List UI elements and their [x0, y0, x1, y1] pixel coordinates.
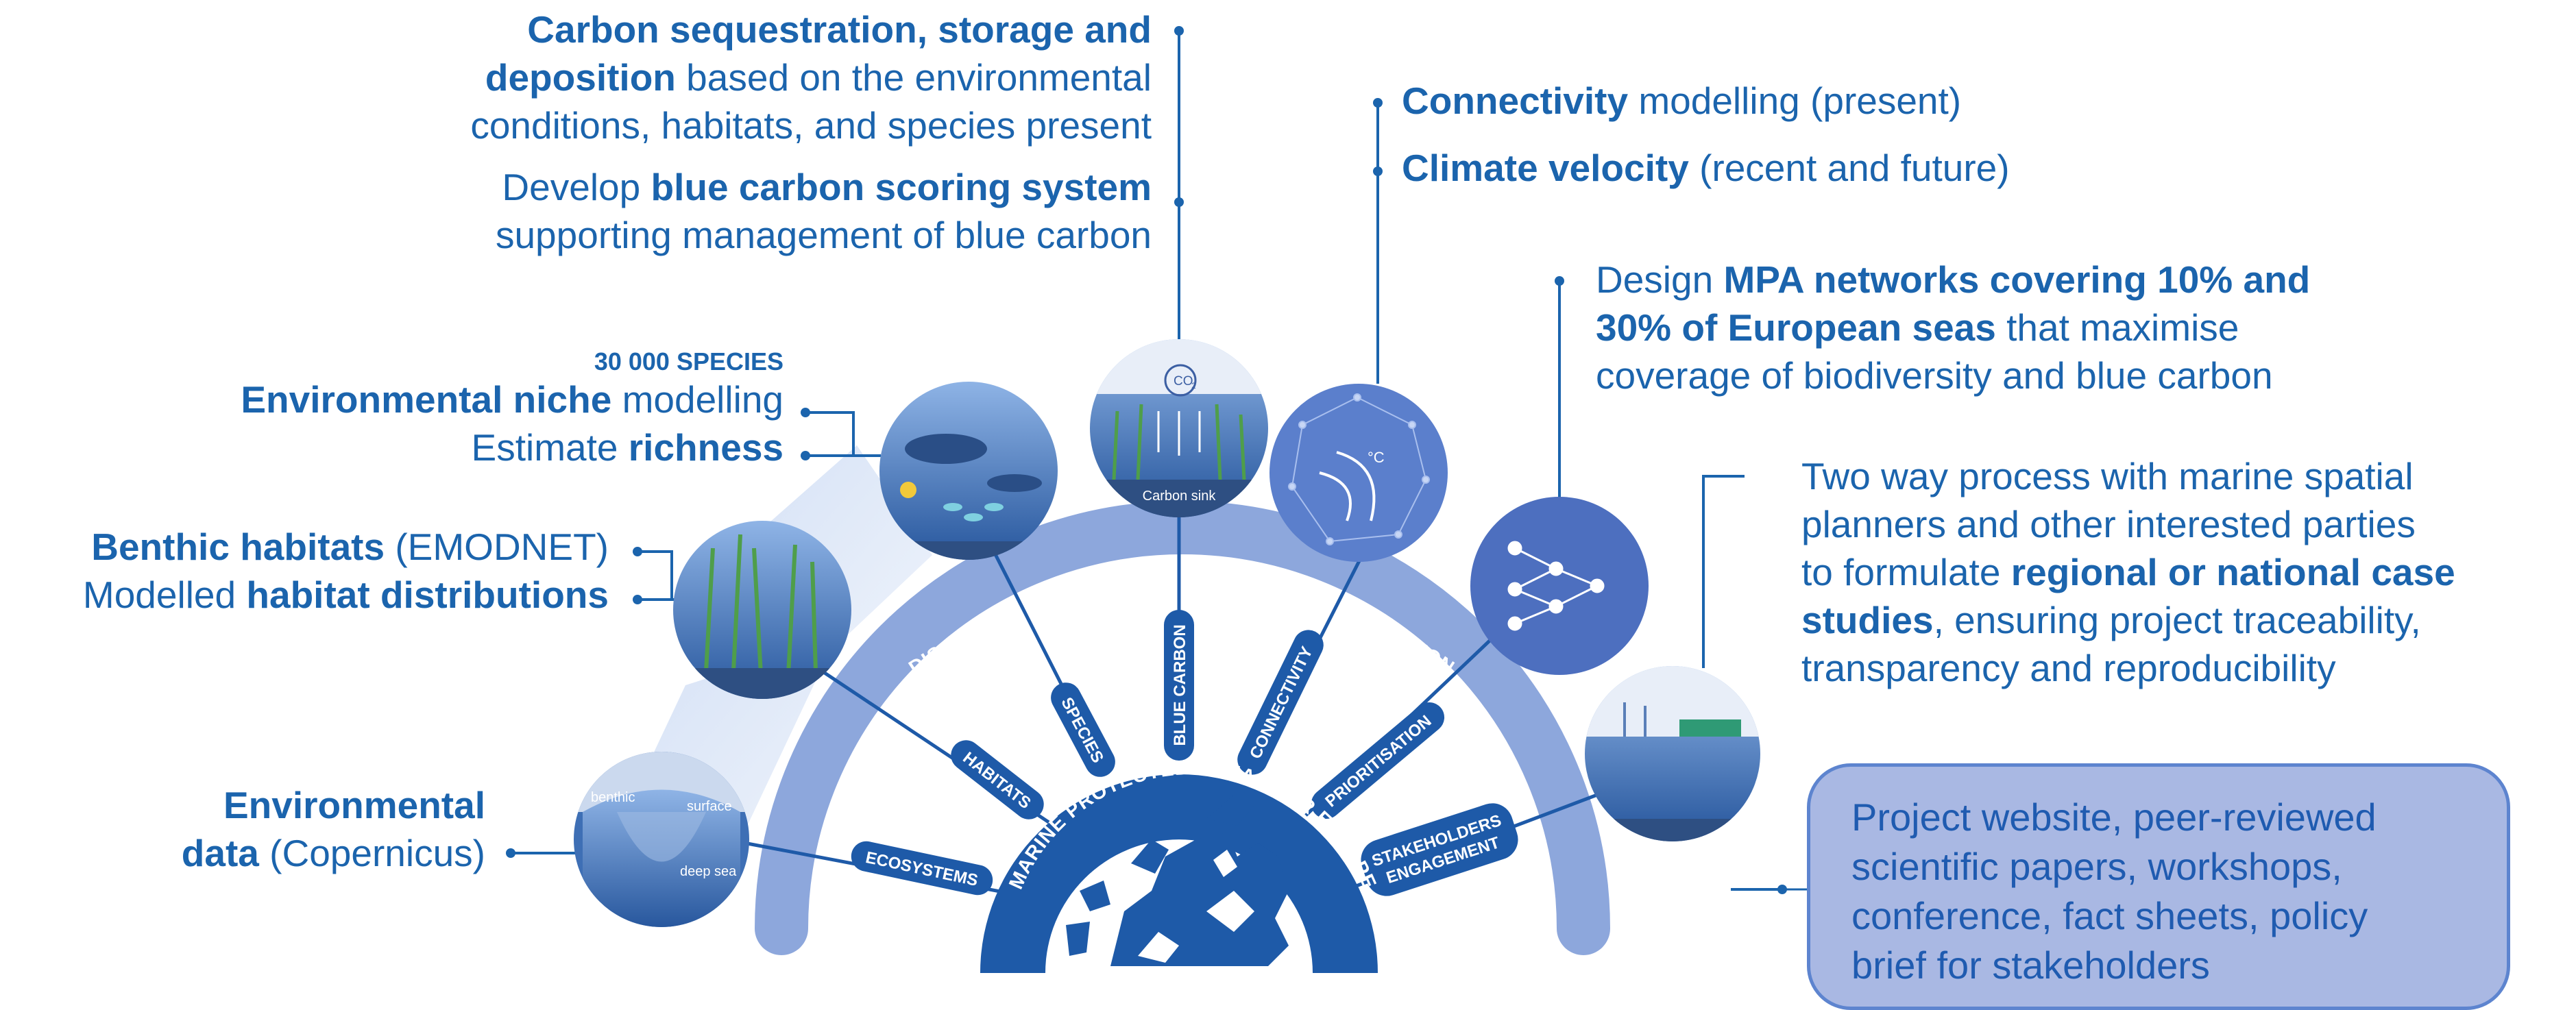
planners-text: planners and other interested parties — [1801, 503, 2416, 545]
connectivity-network — [1288, 393, 1430, 545]
deposition-text: based on the environmental — [675, 56, 1152, 99]
estimate-text: Estimate — [471, 426, 629, 469]
blue-carbon-text: Carbon sequestration, storage and deposi… — [329, 5, 1152, 259]
europe-map — [1066, 795, 1289, 966]
richness-bold: richness — [628, 426, 783, 469]
modelled-text: Modelled — [82, 574, 247, 616]
climate-arrows — [1319, 451, 1376, 521]
deep-sea-label: deep sea — [680, 864, 737, 879]
design-text: Design — [1596, 258, 1724, 301]
habitats-circle — [673, 521, 851, 699]
habitats-text: Benthic habitats (EMODNET) Modelled habi… — [0, 523, 609, 619]
deposition-bold: deposition — [485, 56, 676, 99]
connectivity-bold: Connectivity — [1402, 79, 1629, 122]
maximise-text: that maximise — [1995, 306, 2239, 349]
co2-icon — [1164, 364, 1197, 397]
box-line-2: scientific papers, workshops, — [1851, 845, 2342, 888]
co2-label: CO — [1174, 374, 1193, 389]
copernicus-text: (Copernicus) — [258, 832, 485, 874]
develop-text: Develop — [502, 166, 651, 208]
co2-subscript: 2 — [1191, 381, 1196, 391]
celsius-label: °C — [1368, 449, 1385, 466]
inner-hub — [980, 774, 1378, 973]
ecosystems-text: Environmental data (Copernicus) — [74, 781, 485, 877]
two-way-text: Two way process with marine spatial — [1801, 455, 2414, 497]
outer-arc-band — [755, 501, 1610, 955]
pillar-species: SPECIES — [1051, 682, 1115, 777]
data-bold: data — [181, 832, 259, 874]
box-line-4: brief for stakeholders — [1851, 944, 2210, 987]
carbon-sequestration-bold: Carbon sequestration, storage and — [527, 8, 1152, 51]
pillar-stakeholders: STAKEHOLDERS ENGAGEMENT — [1361, 803, 1518, 896]
pillar-prioritisation: PRIORITISATION — [1311, 702, 1445, 819]
pillar-blue-carbon: BLUE CARBON — [1164, 610, 1194, 761]
emodnet-text: (EMODNET) — [385, 526, 609, 568]
climate-velocity-rest: (recent and future) — [1688, 147, 2010, 189]
benthic-habitats-bold: Benthic habitats — [91, 526, 385, 568]
connectivity-circle — [1269, 384, 1448, 562]
climate-velocity-bold: Climate velocity — [1402, 147, 1689, 189]
prioritisation-text: Design MPA networks covering 10% and 30%… — [1596, 256, 2310, 399]
stakeholders-circle — [1585, 666, 1760, 841]
box-line-3: conference, fact sheets, policy — [1851, 894, 2368, 937]
surface-label: surface — [687, 799, 732, 814]
niche-rest: modelling — [611, 378, 783, 421]
case-studies-bold: regional or national case — [2010, 551, 2455, 593]
benthic-label: benthic — [591, 790, 635, 805]
pillar-label: PRIORITISATION — [1322, 712, 1435, 811]
coverage-text: coverage of biodiversity and blue carbon — [1596, 354, 2273, 397]
species-text: 30 000 SPECIES Environmental niche model… — [98, 348, 783, 471]
conditions-text: conditions, habitats, and species presen… — [470, 104, 1152, 147]
pillar-label: HABITATS — [959, 748, 1034, 813]
niche-bold: Environmental niche — [241, 378, 612, 421]
traceability-text: , ensuring project traceability, — [1933, 599, 2421, 641]
connector-lines — [511, 27, 1782, 891]
pillar-label: BLUE CARBON — [1171, 624, 1189, 746]
species-count: 30 000 SPECIES — [594, 347, 783, 375]
environmental-bold: Environmental — [223, 784, 485, 826]
pillar-connectivity: CONNECTIVITY — [1237, 630, 1324, 775]
european-seas-bold: 30% of European seas — [1596, 306, 1996, 349]
transparency-text: transparency and reproducibility — [1801, 647, 2336, 689]
scoring-system-bold: blue carbon scoring system — [651, 166, 1152, 208]
europe-land — [1138, 850, 1254, 963]
connectivity-text: Connectivity modelling (present) Climate… — [1402, 77, 2010, 192]
habitat-distributions-bold: habitat distributions — [246, 574, 609, 616]
box-line-1: Project website, peer-reviewed — [1851, 796, 2377, 839]
blue-carbon-circle: Carbon sink — [1090, 339, 1268, 517]
pillar-label: CONNECTIVITY — [1246, 643, 1317, 761]
pillar-ecosystems: ECOSYSTEMS — [851, 841, 993, 896]
dissemination-box: Project website, peer-reviewed scientifi… — [1807, 763, 2510, 1010]
prioritisation-circle — [1470, 497, 1649, 675]
neural-network-icon — [1507, 541, 1605, 631]
species-circle — [879, 382, 1058, 560]
studies-bold: studies — [1801, 599, 1934, 641]
pillar-habitats: HABITATS — [951, 740, 1044, 820]
carbon-sink-label: Carbon sink — [1143, 489, 1217, 504]
connectivity-rest: modelling (present) — [1628, 79, 1962, 122]
ecosystems-circle: benthic surface deep sea — [574, 752, 749, 927]
formulate-text: to formulate — [1801, 551, 2011, 593]
connector-dots — [506, 26, 1787, 894]
supporting-text: supporting management of blue carbon — [495, 214, 1152, 256]
mpa-networks-bold: MPA networks covering 10% and — [1723, 258, 2311, 301]
stakeholders-text: Two way process with marine spatial plan… — [1801, 452, 2455, 692]
